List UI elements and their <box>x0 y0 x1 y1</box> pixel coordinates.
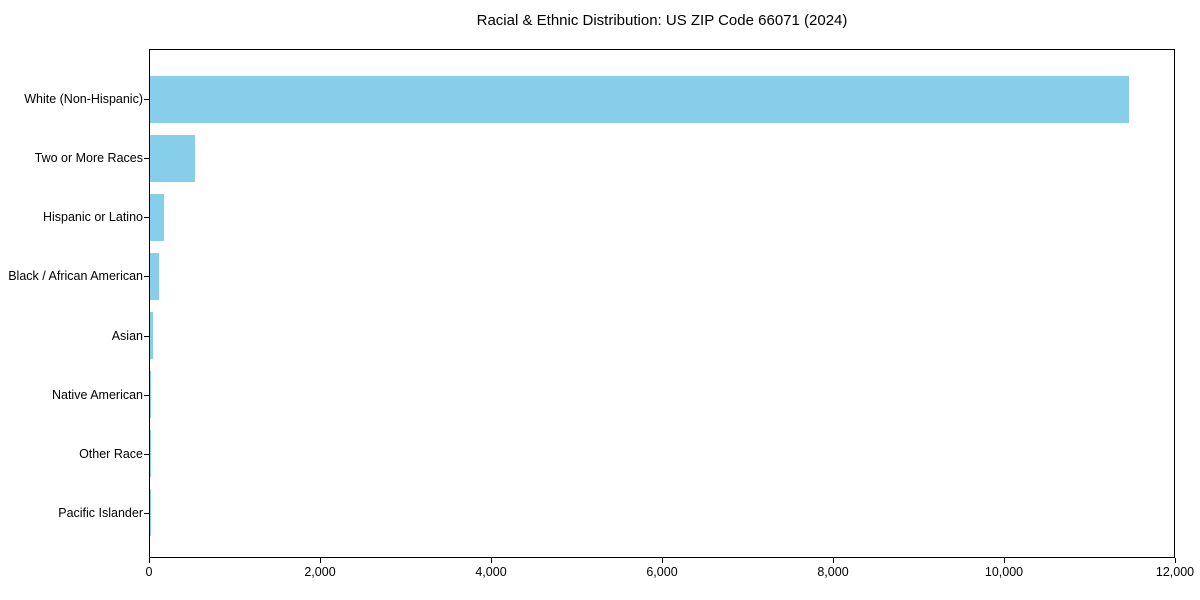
y-tick-mark <box>144 335 149 337</box>
x-tick-label: 4,000 <box>475 565 507 579</box>
y-tick-mark <box>144 276 149 278</box>
y-tick-label: Other Race <box>79 446 143 461</box>
y-tick-mark <box>144 453 149 455</box>
y-tick-label: Asian <box>111 328 143 343</box>
x-tick-label: 10,000 <box>984 565 1024 579</box>
x-tick-label: 0 <box>145 565 153 579</box>
y-tick-mark <box>144 217 149 219</box>
x-tick-mark <box>833 558 834 563</box>
y-tick-label: Native American <box>51 387 143 402</box>
y-tick-label: Hispanic or Latino <box>42 210 143 225</box>
x-tick-mark <box>662 558 663 563</box>
y-tick-label: White (Non-Hispanic) <box>24 92 143 106</box>
y-tick-label: Black / African American <box>8 269 143 284</box>
x-tick-mark <box>1175 558 1176 563</box>
y-tick-mark <box>144 158 149 160</box>
y-tick-mark <box>144 512 149 514</box>
bar <box>150 75 1129 123</box>
x-tick-label: 8,000 <box>817 565 849 579</box>
y-tick-mark <box>144 99 149 100</box>
bar <box>150 193 165 241</box>
bar <box>150 371 151 419</box>
bar <box>150 312 154 360</box>
chart-title: Racial & Ethnic Distribution: US ZIP Cod… <box>476 12 848 29</box>
x-tick-mark <box>320 558 321 563</box>
bar <box>150 134 196 182</box>
bar <box>150 252 160 300</box>
x-tick-mark <box>491 558 492 563</box>
x-tick-label: 2,000 <box>304 565 336 579</box>
x-tick-mark <box>1004 558 1005 563</box>
x-tick-label: 6,000 <box>646 565 678 579</box>
y-tick-label: Two or More Races <box>34 151 143 166</box>
plot-area <box>149 49 1175 558</box>
y-tick-label: Pacific Islander <box>58 505 143 520</box>
bar <box>150 430 151 478</box>
x-tick-mark <box>149 558 150 563</box>
y-tick-mark <box>144 394 149 396</box>
x-tick-label: 12,000 <box>1155 565 1195 579</box>
